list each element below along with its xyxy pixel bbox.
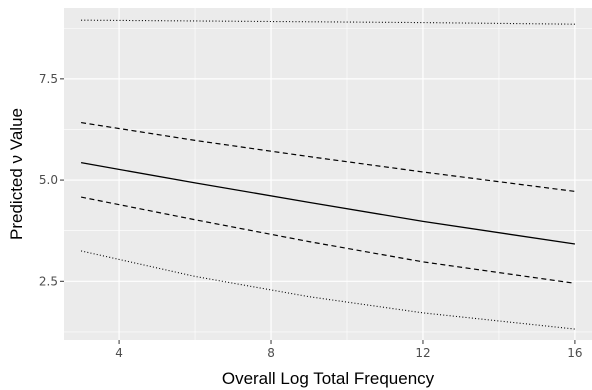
grid-major — [64, 8, 592, 340]
plot-panel — [64, 8, 592, 340]
x-axis-title: Overall Log Total Frequency — [222, 369, 435, 388]
y-tick-label: 2.5 — [39, 274, 58, 288]
x-axis-ticks: 4 8 12 16 — [115, 340, 583, 360]
y-axis-title: Predicted ν Value — [7, 108, 26, 240]
x-tick-label: 12 — [415, 346, 430, 360]
x-tick-label: 16 — [567, 346, 582, 360]
grid-minor — [64, 8, 592, 340]
x-tick-label: 4 — [115, 346, 123, 360]
series-layer — [80, 19, 576, 330]
series-line-2-dashed — [80, 121, 575, 193]
series-line-1-dotted — [81, 19, 575, 25]
y-tick-label: 7.5 — [39, 72, 58, 86]
series-line-3-solid — [80, 162, 576, 245]
x-tick-label: 8 — [267, 346, 275, 360]
series-line-4-dashed — [80, 196, 575, 284]
y-tick-label: 5.0 — [39, 173, 58, 187]
y-axis-ticks: 2.5 5.0 7.5 — [39, 72, 64, 288]
